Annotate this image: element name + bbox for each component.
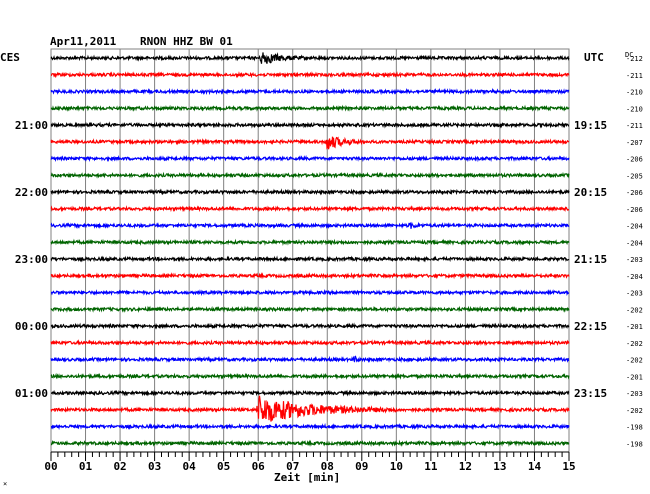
dc-offset-label: -201	[626, 323, 643, 331]
dc-offset-labels: -212 -211 -210 -210 -211 -207 -206 -205 -206 -206…	[626, 55, 643, 448]
trace-7	[50, 171, 570, 179]
right-hour-label: 22:15	[574, 320, 607, 333]
grid-lines	[50, 48, 570, 453]
x-tick-label: 12	[459, 460, 472, 473]
left-timezone-label: CES	[0, 51, 20, 64]
x-tick-label: 05	[217, 460, 230, 473]
dc-offset-label: -203	[626, 390, 643, 398]
trace-20	[50, 389, 570, 397]
trace-13	[50, 272, 570, 280]
dc-offset-label: -210	[626, 105, 643, 113]
x-tick-label: 13	[493, 460, 506, 473]
left-hour-label: 23:00	[15, 253, 48, 266]
station-label: RNON HHZ BW 01	[140, 35, 233, 48]
dc-offset-label: -198	[626, 440, 643, 448]
trace-22	[50, 422, 570, 431]
right-hour-label: 20:15	[574, 186, 607, 199]
x-tick-label: 10	[390, 460, 403, 473]
trace-19	[50, 372, 570, 380]
x-tick-label: 07	[286, 460, 299, 473]
dc-offset-label: -206	[626, 189, 643, 197]
trace-0	[50, 52, 570, 64]
left-hour-labels: 21:00 22:00 23:00 00:00 01:00	[15, 119, 48, 400]
x-tick-label: 09	[355, 460, 368, 473]
left-hour-label: 01:00	[15, 387, 48, 400]
trace-4	[50, 121, 570, 129]
dc-offset-label: -206	[626, 206, 643, 214]
trace-17	[50, 339, 570, 347]
corner-mark: ×	[3, 480, 7, 488]
x-tick-label: 03	[148, 460, 161, 473]
trace-2	[50, 87, 570, 96]
x-axis: 00 01 02 03 04 05 06 07 08 09 10 11 12 13 14 15	[44, 451, 576, 473]
trace-10	[50, 221, 570, 230]
trace-3	[50, 104, 570, 112]
dc-offset-label: -205	[626, 172, 643, 180]
dc-offset-label: -212	[626, 55, 643, 63]
dc-offset-label: -207	[626, 139, 643, 147]
x-tick-label: 02	[113, 460, 126, 473]
dc-offset-label: -210	[626, 89, 643, 97]
dc-offset-label: -204	[626, 239, 643, 247]
left-hour-label: 00:00	[15, 320, 48, 333]
left-hour-label: 21:00	[15, 119, 48, 132]
dc-offset-label: -202	[626, 357, 643, 365]
right-hour-label: 23:15	[574, 387, 607, 400]
dc-offset-label: -203	[626, 256, 643, 264]
x-tick-label: 01	[79, 460, 93, 473]
trace-9	[50, 205, 570, 213]
dc-offset-label: -204	[626, 273, 643, 281]
right-hour-label: 21:15	[574, 253, 607, 266]
x-tick-label: 00	[44, 460, 57, 473]
x-tick-label: 15	[562, 460, 575, 473]
trace-16	[50, 322, 570, 330]
trace-12	[50, 255, 570, 263]
trace-15	[50, 305, 570, 313]
dc-offset-label: -202	[626, 306, 643, 314]
x-tick-label: 11	[424, 460, 438, 473]
x-tick-label: 06	[252, 460, 266, 473]
x-axis-title: Zeit [min]	[274, 471, 340, 484]
dc-offset-label: -201	[626, 373, 643, 381]
trace-21	[50, 395, 570, 422]
dc-offset-label: -203	[626, 290, 643, 298]
dc-offset-label: -211	[626, 122, 643, 130]
dc-offset-label: -211	[626, 72, 643, 80]
x-tick-label: 04	[183, 460, 197, 473]
trace-23	[50, 439, 570, 447]
trace-6	[50, 154, 570, 163]
trace-8	[50, 188, 570, 196]
trace-14	[50, 288, 570, 297]
trace-18	[50, 355, 570, 364]
dc-offset-label: -204	[626, 223, 643, 231]
dc-offset-label: -206	[626, 156, 643, 164]
right-hour-labels: 19:15 20:15 21:15 22:15 23:15	[574, 119, 607, 400]
trace-11	[50, 238, 570, 246]
dc-offset-label: -202	[626, 407, 643, 415]
offset-header-label: DC	[625, 51, 633, 59]
dc-offset-label: -202	[626, 340, 643, 348]
x-tick-label: 14	[528, 460, 542, 473]
dc-offset-label: -198	[626, 424, 643, 432]
x-tick-label: 08	[321, 460, 334, 473]
left-hour-label: 22:00	[15, 186, 48, 199]
right-timezone-label: UTC	[584, 51, 604, 64]
trace-5	[50, 136, 570, 150]
right-hour-label: 19:15	[574, 119, 607, 132]
date-label: Apr11,2011	[50, 35, 117, 48]
seismic-traces	[50, 52, 570, 447]
trace-1	[50, 71, 570, 79]
